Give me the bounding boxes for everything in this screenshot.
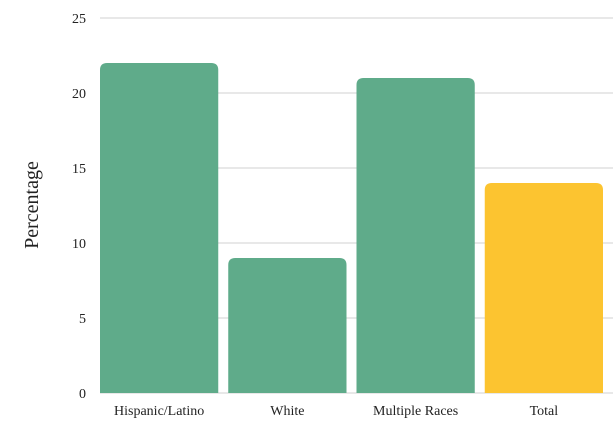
x-tick-label: White (270, 404, 304, 419)
y-tick-label: 0 (79, 387, 86, 402)
y-tick-label: 10 (72, 237, 86, 252)
bar-multiple-races (356, 78, 475, 393)
y-tick-label: 5 (79, 312, 86, 327)
x-tick-label: Total (530, 404, 559, 419)
y-axis-label: Percentage (21, 161, 43, 249)
x-tick-label: Hispanic/Latino (114, 404, 204, 419)
x-tick-label: Multiple Races (373, 404, 458, 419)
bar-hispanic-latino (100, 63, 219, 393)
y-axis-ticks: 0 5 10 15 20 25 (72, 12, 86, 402)
y-tick-label: 15 (72, 162, 86, 177)
bar-white (228, 258, 347, 393)
bar-total (484, 183, 603, 393)
y-tick-label: 20 (72, 87, 86, 102)
x-axis-labels: Hispanic/Latino White Multiple Races Total (114, 404, 558, 419)
bars (100, 63, 603, 393)
y-tick-label: 25 (72, 12, 86, 27)
